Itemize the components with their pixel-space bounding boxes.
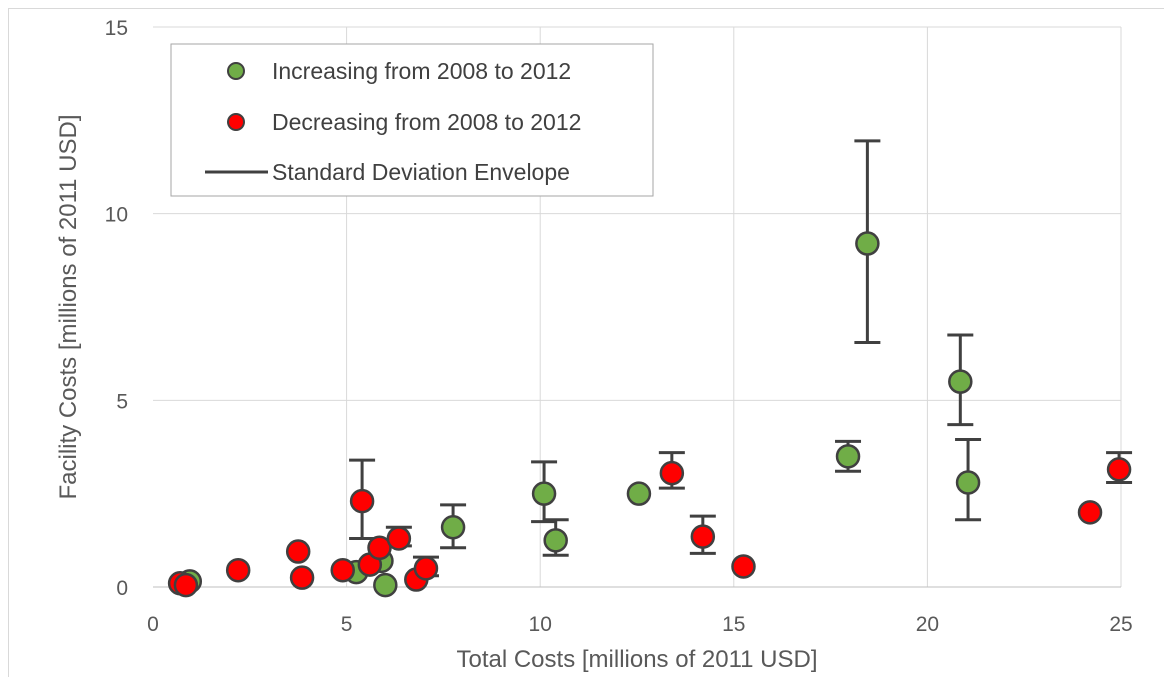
y-tick-label: 10 <box>105 204 128 227</box>
legend-label-increasing: Increasing from 2008 to 2012 <box>272 58 571 84</box>
point-decreasing <box>349 488 375 514</box>
point-decreasing <box>413 556 439 581</box>
point-increasing <box>955 470 981 495</box>
y-tick-label: 0 <box>116 577 128 600</box>
point-increasing <box>835 444 861 469</box>
x-tick-label: 25 <box>1109 613 1132 636</box>
point-decreasing <box>289 565 315 590</box>
point-decreasing <box>386 526 412 551</box>
legend-marker-increasing <box>227 62 245 80</box>
point-decreasing <box>731 554 756 579</box>
legend: Increasing from 2008 to 2012 Decreasing … <box>170 43 654 197</box>
point-decreasing <box>659 460 685 486</box>
x-axis-title: Total Costs [millions of 2011 USD] <box>456 646 817 673</box>
point-decreasing <box>367 535 392 561</box>
point-increasing <box>626 481 652 506</box>
tick-labels: 0 5 10 15 20 25 0 5 10 15 <box>105 17 1133 636</box>
point-increasing <box>855 231 880 256</box>
x-tick-label: 5 <box>341 613 353 636</box>
legend-label-envelope: Standard Deviation Envelope <box>272 159 570 185</box>
y-tick-label: 15 <box>105 17 128 40</box>
y-axis-title: Facility Costs [millions of 2011 USD] <box>55 114 82 499</box>
point-decreasing <box>1106 457 1132 482</box>
point-decreasing <box>330 557 355 583</box>
point-decreasing <box>690 524 716 549</box>
error-bars <box>349 139 1133 578</box>
grid <box>153 26 1122 588</box>
legend-marker-decreasing <box>227 113 245 131</box>
point-decreasing <box>225 557 251 583</box>
point-increasing <box>440 515 466 540</box>
point-decreasing <box>285 539 311 564</box>
x-tick-label: 15 <box>722 613 745 636</box>
legend-label-decreasing: Decreasing from 2008 to 2012 <box>272 109 581 135</box>
x-tick-label: 10 <box>529 613 552 636</box>
point-increasing <box>948 369 973 394</box>
point-decreasing <box>173 572 199 598</box>
chart-frame <box>8 8 1164 677</box>
y-tick-label: 5 <box>116 390 128 413</box>
point-decreasing <box>1077 500 1103 525</box>
point-increasing <box>543 528 568 553</box>
x-tick-label: 0 <box>147 613 159 636</box>
x-tick-label: 20 <box>916 613 939 636</box>
point-increasing <box>531 481 557 506</box>
data-points <box>167 231 1132 598</box>
point-increasing <box>373 572 398 598</box>
